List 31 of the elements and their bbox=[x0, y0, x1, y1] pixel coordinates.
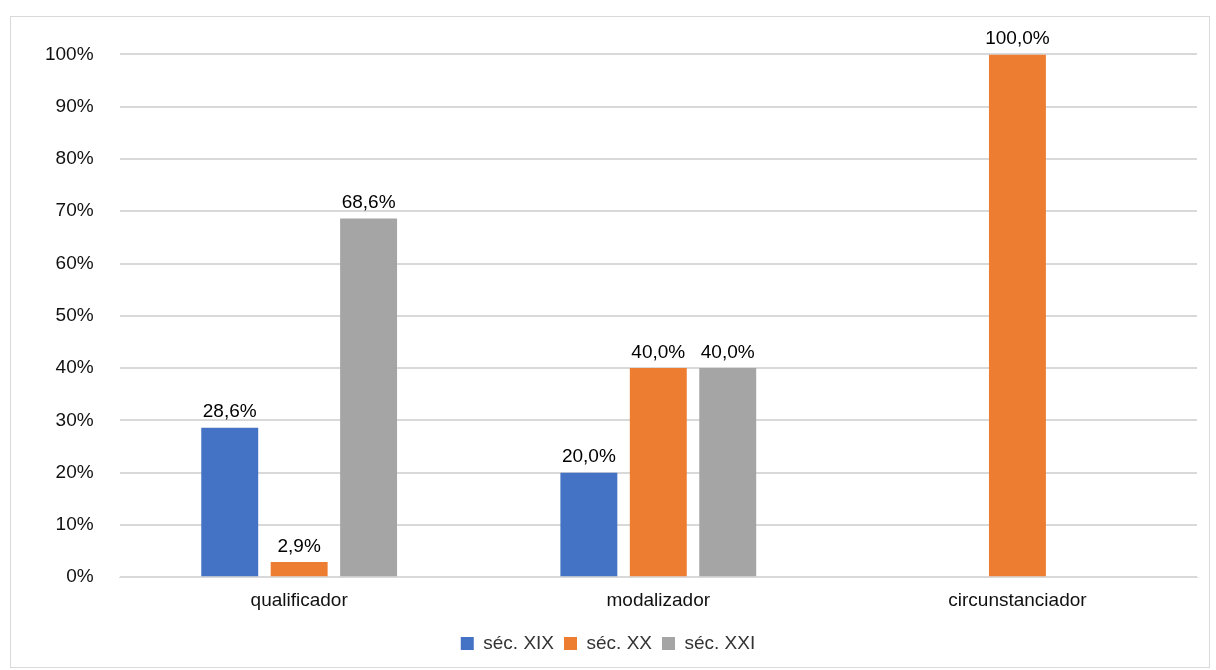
bar bbox=[560, 472, 618, 577]
x-tick-label: modalizador bbox=[606, 588, 711, 610]
y-tick-label: 40% bbox=[55, 356, 94, 378]
data-label: 20,0% bbox=[561, 445, 616, 467]
y-tick-label: 10% bbox=[55, 513, 94, 535]
y-tick-label: 90% bbox=[55, 94, 94, 116]
bar bbox=[270, 562, 328, 577]
bar bbox=[340, 218, 398, 577]
x-tick-label: circunstanciador bbox=[948, 588, 1088, 610]
data-label: 68,6% bbox=[341, 191, 396, 213]
bar bbox=[201, 427, 259, 577]
data-label: 100,0% bbox=[985, 27, 1050, 49]
legend-label: séc. XXI bbox=[684, 631, 756, 653]
data-label: 40,0% bbox=[631, 340, 686, 362]
bar bbox=[629, 368, 687, 577]
legend-label: séc. XX bbox=[586, 631, 653, 653]
x-tick-label: qualificador bbox=[250, 588, 349, 610]
y-tick-label: 70% bbox=[55, 199, 94, 221]
y-tick-label: 60% bbox=[55, 251, 94, 273]
legend-label: séc. XIX bbox=[483, 631, 555, 653]
data-label: 2,9% bbox=[277, 534, 321, 556]
y-tick-label: 30% bbox=[55, 408, 94, 430]
y-tick-label: 0% bbox=[66, 565, 94, 587]
bar bbox=[988, 54, 1046, 577]
y-tick-label: 100% bbox=[44, 42, 94, 64]
y-tick-label: 20% bbox=[55, 460, 94, 482]
y-tick-label: 80% bbox=[55, 147, 94, 169]
data-label: 28,6% bbox=[202, 400, 257, 422]
data-label: 40,0% bbox=[700, 340, 755, 362]
bar bbox=[699, 368, 757, 577]
y-tick-label: 50% bbox=[55, 304, 94, 326]
